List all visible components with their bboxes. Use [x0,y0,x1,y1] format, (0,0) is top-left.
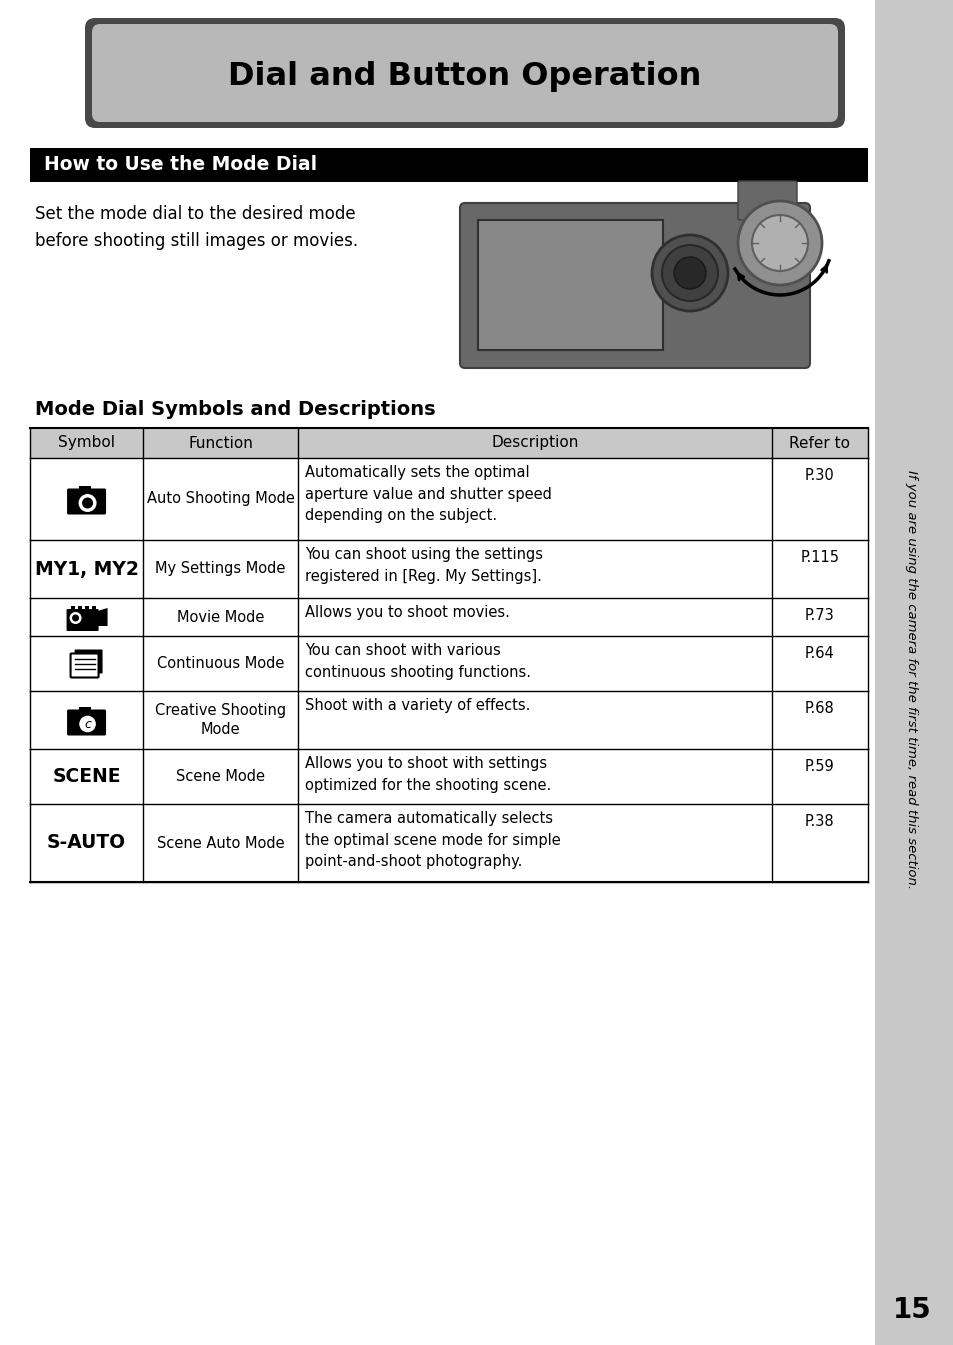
Circle shape [72,615,79,621]
Text: Dial and Button Operation: Dial and Button Operation [228,61,701,91]
Bar [477,221,662,350]
Circle shape [78,716,96,733]
Circle shape [751,215,807,270]
FancyBboxPatch shape [67,609,98,631]
FancyBboxPatch shape [67,710,106,736]
Bar [30,749,867,804]
Text: My Settings Mode: My Settings Mode [155,561,286,577]
Text: You can shoot using the settings
registered in [Reg. My Settings].: You can shoot using the settings registe… [305,547,542,584]
FancyBboxPatch shape [85,17,844,128]
Bar [30,428,867,459]
Text: c: c [84,718,91,732]
Ellipse shape [665,218,795,348]
Text: How to Use the Mode Dial: How to Use the Mode Dial [44,156,316,175]
Text: Function: Function [188,436,253,451]
FancyBboxPatch shape [67,488,106,515]
Text: P.64: P.64 [804,646,834,660]
Bar [91,607,95,611]
Text: Set the mode dial to the desired mode
before shooting still images or movies.: Set the mode dial to the desired mode be… [35,204,357,250]
Text: Allows you to shoot with settings
optimized for the shooting scene.: Allows you to shoot with settings optimi… [305,756,551,792]
Text: You can shoot with various
continuous shooting functions.: You can shoot with various continuous sh… [305,643,531,679]
FancyBboxPatch shape [74,650,103,674]
Bar [85,607,89,611]
Text: P.59: P.59 [804,759,834,773]
Text: P.30: P.30 [804,468,834,483]
Text: MY1, MY2: MY1, MY2 [34,560,138,578]
Text: Scene Mode: Scene Mode [176,769,265,784]
Text: S-AUTO: S-AUTO [47,834,126,853]
Text: Description: Description [491,436,578,451]
Circle shape [651,235,727,311]
Circle shape [78,716,96,733]
Text: P.68: P.68 [804,701,834,716]
Bar [30,804,867,882]
Text: SCENE: SCENE [52,767,121,785]
Text: The camera automatically selects
the optimal scene mode for simple
point-and-sho: The camera automatically selects the opt… [305,811,560,869]
Bar [874,0,953,1345]
FancyBboxPatch shape [738,182,796,221]
Bar [30,148,867,182]
Circle shape [78,494,96,512]
Bar [30,691,867,749]
Text: Allows you to shoot movies.: Allows you to shoot movies. [305,605,510,620]
Bar [30,459,867,539]
Text: If you are using the camera for the first time, read this section.: If you are using the camera for the firs… [904,471,918,889]
FancyBboxPatch shape [459,203,809,369]
Bar [78,707,91,714]
Polygon shape [97,608,108,625]
FancyBboxPatch shape [91,24,837,122]
Bar [30,539,867,599]
Text: P.115: P.115 [800,550,839,565]
Text: Movie Mode: Movie Mode [176,609,264,624]
Circle shape [738,200,821,285]
Text: P.38: P.38 [804,814,834,829]
Text: Mode Dial Symbols and Descriptions: Mode Dial Symbols and Descriptions [35,399,436,420]
Text: Automatically sets the optimal
aperture value and shutter speed
depending on the: Automatically sets the optimal aperture … [305,465,552,523]
Bar [71,607,74,611]
Text: 15: 15 [892,1297,930,1323]
Bar [30,636,867,691]
Bar [78,486,91,494]
Circle shape [661,245,718,301]
Text: Creative Shooting
Mode: Creative Shooting Mode [155,702,286,737]
FancyBboxPatch shape [71,654,98,678]
Text: Auto Shooting Mode: Auto Shooting Mode [147,491,294,507]
Text: P.73: P.73 [804,608,834,623]
Bar [77,607,81,611]
Circle shape [673,257,705,289]
Circle shape [82,498,93,508]
Text: Shoot with a variety of effects.: Shoot with a variety of effects. [305,698,530,713]
Text: Symbol: Symbol [58,436,115,451]
Text: Scene Auto Mode: Scene Auto Mode [156,835,284,850]
Circle shape [70,612,81,624]
Bar [30,599,867,636]
Text: Continuous Mode: Continuous Mode [157,656,284,671]
Text: Refer to: Refer to [788,436,849,451]
